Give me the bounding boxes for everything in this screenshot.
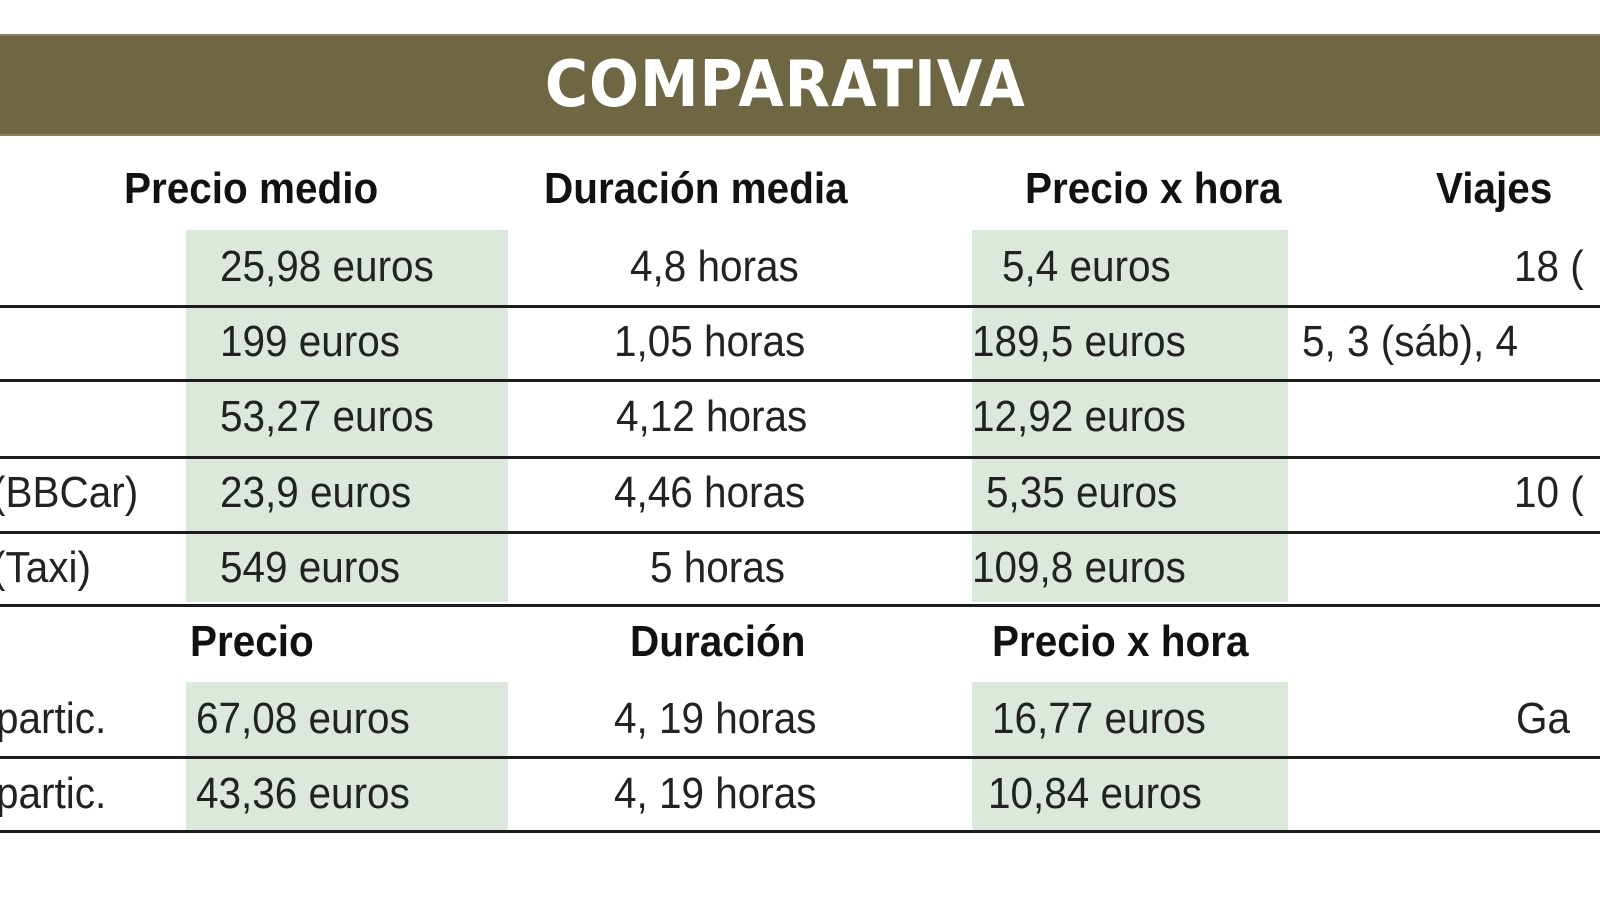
section-divider bbox=[0, 604, 1600, 607]
row5-duracion: 5 horas bbox=[650, 543, 786, 592]
highlight-column-price bbox=[186, 230, 508, 602]
header-duracion-media: Duración media bbox=[544, 164, 848, 213]
header-precio-x-hora-2: Precio x hora bbox=[992, 617, 1249, 666]
title-banner: COMPARATIVA bbox=[0, 34, 1600, 136]
row2-precio: 199 euros bbox=[220, 317, 401, 366]
s2-row2-label: partic. bbox=[0, 769, 107, 818]
header-precio-x-hora: Precio x hora bbox=[1025, 164, 1282, 213]
header-viajes: Viajes bbox=[1436, 164, 1553, 213]
row4-precio-hora: 5,35 euros bbox=[986, 468, 1178, 517]
s2-row1-precio: 67,08 euros bbox=[196, 694, 410, 743]
row-divider bbox=[0, 379, 1600, 382]
row2-viajes: 5, 3 (sáb), 4 bbox=[1302, 317, 1518, 366]
row2-precio-hora: 189,5 euros bbox=[972, 317, 1186, 366]
row1-duracion: 4,8 horas bbox=[630, 242, 799, 291]
s2-row2-duracion: 4, 19 horas bbox=[614, 769, 817, 818]
header-duracion: Duración bbox=[630, 617, 806, 666]
row1-viajes: 18 ( bbox=[1514, 242, 1584, 291]
row4-label: (BBCar) bbox=[0, 468, 139, 517]
header-precio-medio: Precio medio bbox=[124, 164, 379, 213]
page-title: COMPARATIVA bbox=[544, 48, 1026, 122]
highlight-column-price-per-hour bbox=[972, 230, 1288, 602]
s2-row1-precio-hora: 16,77 euros bbox=[992, 694, 1206, 743]
s2-row1-label: partic. bbox=[0, 694, 107, 743]
row-divider bbox=[0, 305, 1600, 308]
s2-row1-duracion: 4, 19 horas bbox=[614, 694, 817, 743]
table-bottom-rule bbox=[0, 830, 1600, 833]
row2-duracion: 1,05 horas bbox=[614, 317, 806, 366]
row5-precio: 549 euros bbox=[220, 543, 401, 592]
row3-precio-hora: 12,92 euros bbox=[972, 392, 1186, 441]
row-divider bbox=[0, 456, 1600, 459]
row5-label: (Taxi) bbox=[0, 543, 91, 592]
row-divider bbox=[0, 756, 1600, 759]
row3-duracion: 4,12 horas bbox=[616, 392, 808, 441]
row-divider bbox=[0, 531, 1600, 534]
s2-row2-precio: 43,36 euros bbox=[196, 769, 410, 818]
row1-precio: 25,98 euros bbox=[220, 242, 434, 291]
row4-precio: 23,9 euros bbox=[220, 468, 412, 517]
row4-duracion: 4,46 horas bbox=[614, 468, 806, 517]
row4-viajes: 10 ( bbox=[1514, 468, 1584, 517]
header-precio: Precio bbox=[190, 617, 314, 666]
row5-precio-hora: 109,8 euros bbox=[972, 543, 1186, 592]
row3-precio: 53,27 euros bbox=[220, 392, 434, 441]
s2-row1-extra: Ga bbox=[1516, 694, 1571, 743]
s2-row2-precio-hora: 10,84 euros bbox=[988, 769, 1202, 818]
row1-precio-hora: 5,4 euros bbox=[1002, 242, 1171, 291]
